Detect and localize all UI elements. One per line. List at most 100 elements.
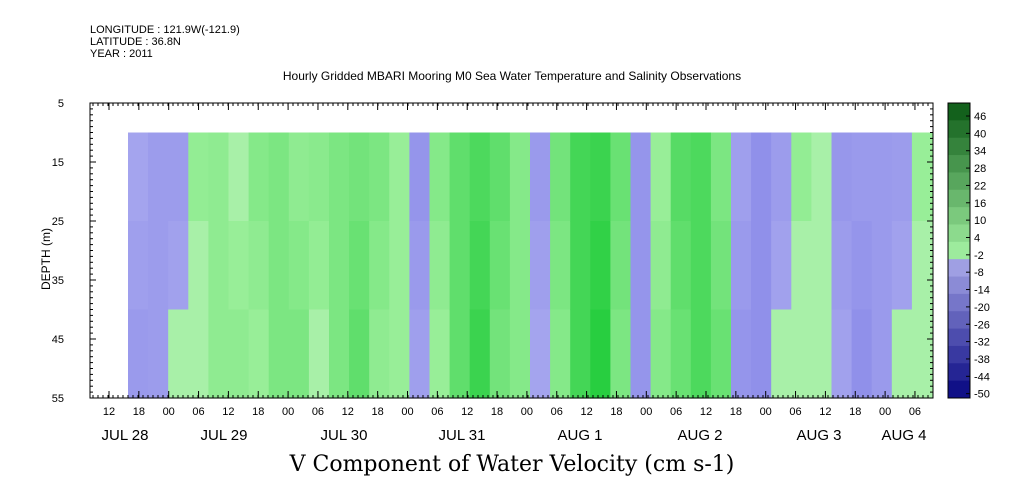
- heat-cell: [831, 132, 853, 222]
- heat-cell: [349, 309, 370, 399]
- heat-cell: [429, 221, 451, 311]
- heat-cell: [168, 132, 189, 222]
- year-label: YEAR : 2011: [90, 48, 153, 60]
- x-hour-label: 12: [103, 406, 115, 418]
- heat-cell: [650, 309, 672, 399]
- x-hour-label: 18: [133, 406, 145, 418]
- heat-cell: [429, 309, 451, 399]
- x-hour-label: 06: [670, 406, 682, 418]
- colorbar-label: 22: [974, 180, 986, 192]
- x-hour-label: 00: [163, 406, 175, 418]
- heat-cell: [831, 221, 853, 311]
- x-hour-label: 06: [192, 406, 204, 418]
- heat-cell: [630, 221, 652, 311]
- heat-cell: [489, 132, 511, 222]
- heat-cell: [349, 221, 370, 311]
- colorbar-swatch: [948, 328, 970, 347]
- heat-cell: [268, 132, 290, 222]
- heat-cell: [509, 221, 531, 311]
- heat-cell: [128, 309, 149, 399]
- heat-cell: [610, 132, 632, 222]
- heat-cell: [751, 309, 772, 399]
- colorbar-label: -8: [974, 267, 984, 279]
- heat-cell: [369, 309, 390, 399]
- heat-cell: [469, 309, 491, 399]
- heat-cell: [128, 221, 149, 311]
- heatmap-cells: [128, 132, 933, 399]
- x-hour-label: 12: [819, 406, 831, 418]
- heat-cell: [469, 221, 491, 311]
- y-tick-label: 35: [52, 275, 64, 287]
- heat-cell: [409, 309, 431, 399]
- heat-cell: [228, 132, 250, 222]
- heat-cell: [590, 309, 611, 399]
- x-day-label: AUG 2: [677, 427, 722, 444]
- x-hour-label: 18: [730, 406, 742, 418]
- heat-cell: [710, 132, 732, 222]
- x-hour-label: 18: [491, 406, 503, 418]
- colorbar-label: 34: [974, 146, 986, 158]
- x-hour-label: 12: [461, 406, 473, 418]
- heat-cell: [409, 221, 431, 311]
- x-hour-label: 00: [282, 406, 294, 418]
- heat-cell: [208, 309, 230, 399]
- heat-cell: [710, 221, 732, 311]
- heat-cell: [811, 221, 833, 311]
- x-hour-label: 06: [909, 406, 921, 418]
- heat-cell: [630, 132, 652, 222]
- x-axis: 12 18 00 06 12 18 00 06 12 18 00 06 12 18 00 06 12 18 00 06…: [92, 103, 929, 444]
- heat-cell: [650, 221, 672, 311]
- x-day-label: AUG 1: [557, 427, 602, 444]
- colorbar-swatch: [948, 380, 970, 399]
- y-axis: 5 15 25 35 45 55: [52, 98, 933, 405]
- chart-title: Hourly Gridded MBARI Mooring M0 Sea Wate…: [282, 69, 742, 83]
- longitude-label: LONGITUDE : 121.9W(-121.9): [90, 24, 240, 36]
- colorbar-swatch: [948, 189, 970, 208]
- colorbar-label: -2: [974, 250, 984, 262]
- heat-cell: [530, 221, 551, 311]
- y-tick-label: 45: [52, 334, 64, 346]
- heat-cell: [128, 132, 149, 222]
- colorbar-swatch: [948, 137, 970, 156]
- heat-cell: [811, 132, 833, 222]
- heat-cell: [610, 221, 632, 311]
- heat-cell: [148, 221, 169, 311]
- colorbar-swatch: [948, 345, 970, 364]
- colorbar-frame: [947, 102, 971, 399]
- heat-cell: [670, 132, 692, 222]
- y-tick-label: 25: [52, 216, 64, 228]
- heat-cell: [871, 132, 893, 222]
- heat-cell: [308, 221, 330, 311]
- x-hour-label: 06: [312, 406, 324, 418]
- colorbar-swatch: [948, 207, 970, 225]
- latitude-label: LATITUDE : 36.8N: [90, 36, 181, 48]
- heat-cell: [530, 132, 551, 222]
- colorbar-label: -14: [974, 285, 990, 297]
- heat-cell: [449, 132, 471, 222]
- heat-cell: [168, 221, 189, 311]
- heat-cell: [288, 132, 310, 222]
- x-hour-label: 06: [789, 406, 801, 418]
- heat-cell: [429, 132, 451, 222]
- heat-cell: [690, 309, 712, 399]
- colorbar-label: -38: [974, 354, 990, 366]
- heat-cell: [349, 132, 370, 222]
- colorbar: 46 40 34 28 22 16 10 4 -2 -8 -14 -20 -26 -32 -38 -44 -50: [947, 102, 990, 401]
- heat-cell: [288, 221, 310, 311]
- heat-cell: [771, 132, 792, 222]
- heat-cell: [489, 221, 511, 311]
- heat-cell: [630, 309, 652, 399]
- heat-cell: [489, 309, 511, 399]
- heat-cell: [690, 132, 712, 222]
- heat-cell: [590, 132, 611, 222]
- heat-cell: [670, 221, 692, 311]
- colorbar-label: 46: [974, 111, 986, 123]
- heat-cell: [228, 309, 250, 399]
- colorbar-swatch: [948, 155, 970, 173]
- heat-cell: [791, 132, 812, 222]
- colorbar-swatch: [948, 241, 970, 260]
- colorbar-label: 16: [974, 198, 986, 210]
- heat-cell: [570, 309, 591, 399]
- heat-cell: [610, 309, 632, 399]
- heat-cell: [228, 221, 250, 311]
